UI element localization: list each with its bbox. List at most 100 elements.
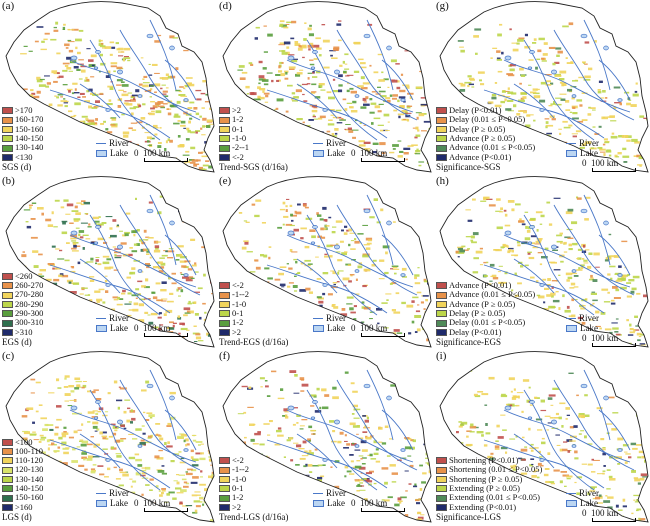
- legend-item: Advance (P ≥ 0.05): [436, 299, 535, 309]
- river-legend: River: [566, 313, 599, 323]
- legend-label: 120-130: [15, 464, 44, 475]
- scale-bar-line: [144, 333, 188, 337]
- legend-item: 110-120: [2, 455, 44, 466]
- map-panel-a: (a) >170 160-170 150-160 140-150 130-140 <130 S…: [0, 0, 216, 175]
- scale-bar-line: [361, 158, 405, 162]
- plateau-boundary: [5, 176, 215, 348]
- legend-item: 260-270: [2, 280, 43, 290]
- plateau-boundary: [439, 1, 649, 173]
- scale-label: 100 km: [143, 323, 171, 333]
- scale-zero: 0: [134, 148, 139, 158]
- legend-item: Shortening (0.01 ≤ P<0.05): [436, 465, 542, 474]
- lake-legend: Lake: [96, 148, 129, 158]
- legend-swatch: [2, 291, 13, 299]
- feature-legend: River Lake: [313, 488, 346, 508]
- legend-swatch: [436, 310, 447, 318]
- legend-item: 290-300: [2, 308, 43, 318]
- legend-item: 1-2: [219, 318, 288, 327]
- legend-swatch: [2, 503, 13, 511]
- legend-label: 140-150: [15, 483, 44, 494]
- map-i: [439, 351, 649, 523]
- lake-symbol: [313, 324, 324, 332]
- legend-swatch: [2, 475, 13, 483]
- legend-label: -2--1: [232, 142, 249, 153]
- feature-legend: River Lake: [566, 313, 599, 333]
- legend: <-2 -1--2 -1-0 0-1 1-2 >2 Trend-EGS (d/16a): [219, 280, 288, 347]
- legend-swatch: [436, 319, 447, 327]
- legend-item: Shortening (P ≥ 0.05): [436, 474, 542, 484]
- legend-item: 1-2: [219, 115, 288, 124]
- river-symbol: [566, 317, 576, 319]
- legend: >2 1-2 0-1 -1-0 -2--1 <-2 Trend-SGS (d/16a): [219, 105, 288, 172]
- legend-item: 300-310: [2, 318, 43, 327]
- scale-label: 100 km: [360, 148, 388, 158]
- lake-legend: Lake: [96, 498, 129, 508]
- legend-label: Delay (P ≥ 0.05): [449, 308, 506, 319]
- map-panel-i: (i) Shortening (P<0.01) Shortening (0.01 ≤…: [434, 350, 650, 525]
- legend-item: Extending (P ≥ 0.05): [436, 483, 542, 494]
- legend-label: Extending (P ≥ 0.05): [449, 483, 520, 494]
- legend-item: >310: [2, 327, 43, 337]
- plateau-boundary: [5, 1, 215, 173]
- lake-legend: Lake: [566, 498, 599, 508]
- legend-item: Advance (0.01 ≤ P<0.05): [436, 143, 535, 152]
- lake-legend: Lake: [313, 498, 346, 508]
- scale-bar: 0 100 km: [134, 498, 188, 512]
- legend: Delay (P<0.01) Delay (0.01 ≤ P<0.05) Delay…: [436, 105, 535, 172]
- legend: >170 160-170 150-160 140-150 130-140 <130 SGS …: [2, 105, 43, 172]
- legend-label: 1-2: [232, 317, 244, 328]
- map-a: [5, 1, 215, 173]
- legend-label: -1--2: [232, 289, 249, 300]
- legend-swatch: [219, 135, 230, 143]
- feature-legend: River Lake: [96, 138, 129, 158]
- legend-item: 100-110: [2, 446, 43, 456]
- river-legend: River: [96, 313, 129, 323]
- lake-label: Lake: [580, 148, 598, 158]
- legend-swatch: [219, 475, 230, 483]
- scale-bar-line: [592, 343, 636, 347]
- legend-label: >2: [232, 326, 242, 337]
- legend-swatch: [2, 319, 13, 327]
- legend: <-2 -1--2 -1-0 0-1 1-2 >2 Trend-LGS (d/16a): [219, 455, 288, 522]
- legend-item: Extending (P<0.01): [436, 502, 542, 512]
- legend-item: Extending (0.01 ≤ P<0.05): [436, 493, 542, 502]
- legend-item: <-2: [219, 152, 288, 162]
- legend-label: <-2: [232, 455, 244, 466]
- lakes: [287, 383, 406, 462]
- scale-zero: 0: [351, 148, 356, 158]
- river-symbol: [566, 142, 576, 144]
- legend-swatch: [219, 153, 230, 161]
- lakes: [504, 33, 623, 112]
- legend-item: 150-160: [2, 493, 43, 502]
- river-network: [49, 19, 201, 141]
- scale-bar: 0 100 km: [134, 323, 188, 337]
- legend-swatch: [2, 485, 13, 493]
- legend-swatch: [2, 135, 13, 143]
- legend-swatch: [2, 300, 13, 308]
- legend-swatch: [436, 466, 447, 474]
- river-network: [266, 19, 418, 141]
- legend-swatch: [436, 282, 447, 290]
- legend-item: -1--2: [219, 465, 288, 474]
- lake-label: Lake: [110, 323, 128, 333]
- legend-item: >2: [219, 326, 288, 337]
- scale-label: 100 km: [591, 333, 619, 343]
- legend-item: Shortening (P<0.01): [436, 455, 542, 465]
- legend-item: 270-280: [2, 290, 43, 299]
- river-network: [266, 369, 418, 491]
- legend-item: >2: [219, 105, 288, 115]
- legend-swatch: [436, 135, 447, 143]
- lakes: [70, 33, 189, 112]
- lakes: [287, 33, 406, 112]
- legend-label: <260: [15, 270, 33, 281]
- lakes: [504, 208, 623, 287]
- legend-item: Delay (P ≥ 0.05): [436, 308, 535, 319]
- scale-zero: 0: [351, 498, 356, 508]
- legend-swatch: [436, 116, 447, 124]
- scale-zero: 0: [582, 158, 587, 168]
- legend-item: Delay (P<0.01): [436, 105, 535, 115]
- legend-label: 270-280: [15, 289, 44, 300]
- legend-swatch: [219, 466, 230, 474]
- legend-label: Advance (P<0.01): [449, 151, 512, 162]
- legend-label: 110-120: [15, 455, 44, 466]
